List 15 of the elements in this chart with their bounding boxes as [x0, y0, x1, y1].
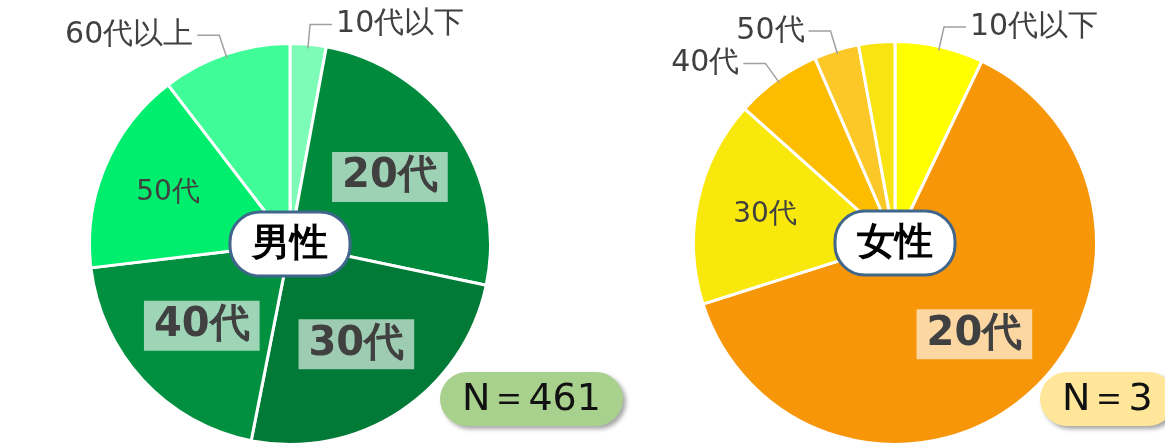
text: N＝461 — [440, 372, 623, 426]
slice-label: 50代 — [736, 10, 805, 46]
slice-label: 10代以下 — [970, 6, 1099, 42]
slice-label: 40代 — [671, 43, 740, 79]
slice-label: 50代 — [136, 173, 200, 207]
slice-label: 60代以上 — [65, 14, 194, 50]
slice-label: 10代以下 — [336, 4, 465, 40]
slice-label: 20代 — [926, 307, 1023, 354]
text: N＝3 — [1040, 372, 1165, 426]
slice-label: 20代 — [342, 150, 438, 197]
text: 男性 — [251, 219, 328, 264]
text: 女性 — [857, 218, 933, 263]
slice-label: 40代 — [153, 299, 250, 346]
slice-label: 30代 — [308, 317, 405, 364]
slice-label: 30代 — [733, 196, 797, 230]
